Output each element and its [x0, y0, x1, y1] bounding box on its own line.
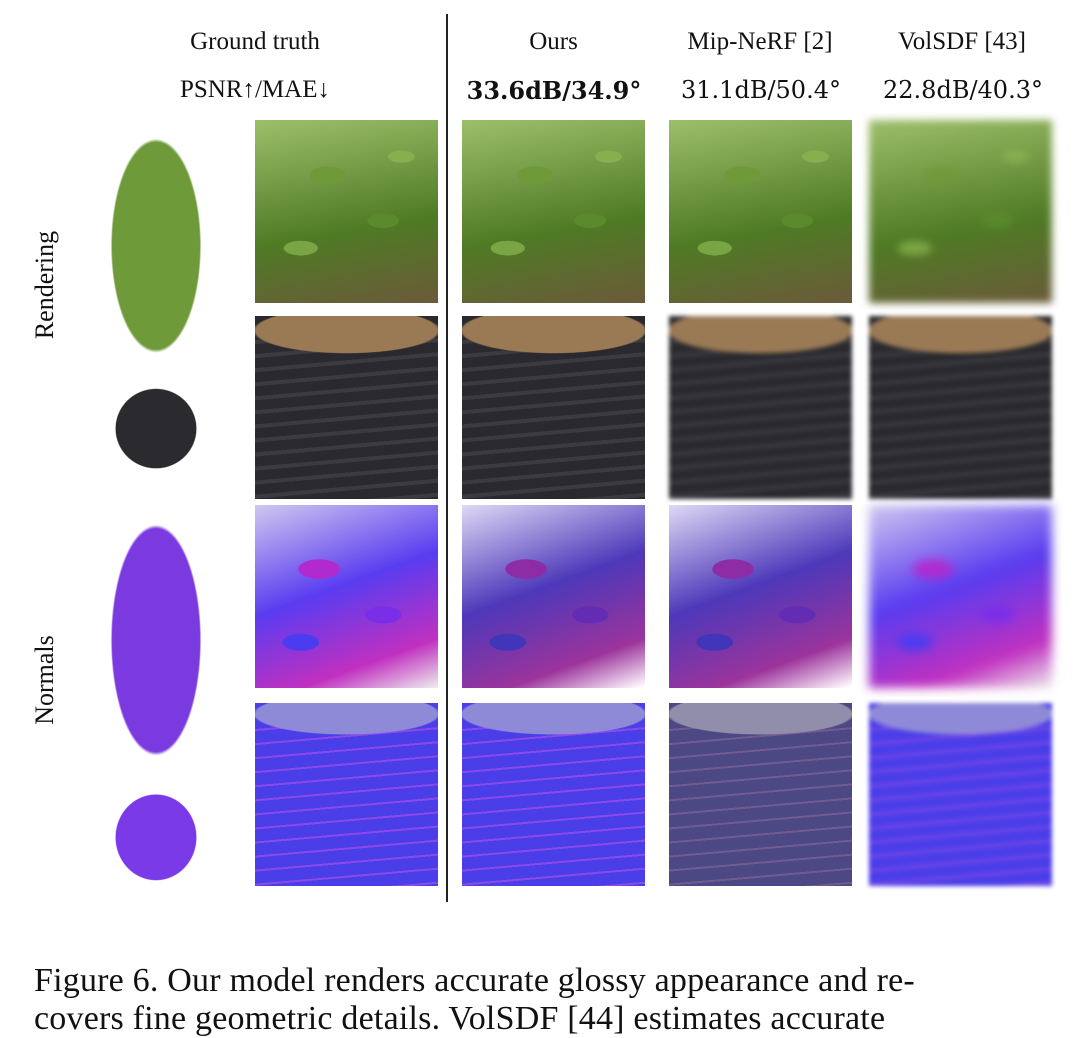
caption-line-2: covers fine geometric details. VolSDF [4…: [34, 1000, 886, 1037]
column-divider: [446, 14, 448, 902]
metric-label: PSNR↑/MAE↓: [179, 76, 331, 103]
gt-leaves-normals: [255, 505, 438, 688]
ours-pot-normals: [462, 703, 645, 886]
metric-ours: 33.6dB/34.9°: [466, 76, 642, 105]
volsdf-pot-normals: [869, 703, 1052, 886]
volsdf-pot-rendering: [869, 316, 1052, 499]
caption-line-1: Figure 6. Our model renders accurate glo…: [34, 962, 915, 999]
mipnerf-leaves-rendering: [669, 120, 852, 303]
metric-mip-nerf: 31.1dB/50.4°: [681, 76, 841, 104]
mipnerf-pot-normals: [669, 703, 852, 886]
gt-pot-normals: [255, 703, 438, 886]
header-mip-nerf: Mip-NeRF [2]: [687, 28, 833, 55]
full-plant-rendering-image: [75, 125, 237, 470]
gt-leaves-rendering: [255, 120, 438, 303]
mipnerf-leaves-normals: [669, 505, 852, 688]
full-plant-normals-image: [75, 510, 237, 882]
ours-pot-rendering: [462, 316, 645, 499]
header-volsdf: VolSDF [43]: [897, 28, 1027, 55]
volsdf-leaves-rendering: [869, 120, 1052, 303]
mipnerf-pot-rendering: [669, 316, 852, 499]
header-ground-truth: Ground truth: [190, 28, 320, 55]
header-ours: Ours: [529, 28, 578, 55]
ours-leaves-normals: [462, 505, 645, 688]
volsdf-leaves-normals: [869, 505, 1052, 688]
metric-volsdf: 22.8dB/40.3°: [883, 76, 1043, 104]
ours-leaves-rendering: [462, 120, 645, 303]
row-label-normals: Normals: [30, 635, 59, 725]
row-label-rendering: Rendering: [30, 230, 59, 340]
gt-pot-rendering: [255, 316, 438, 499]
